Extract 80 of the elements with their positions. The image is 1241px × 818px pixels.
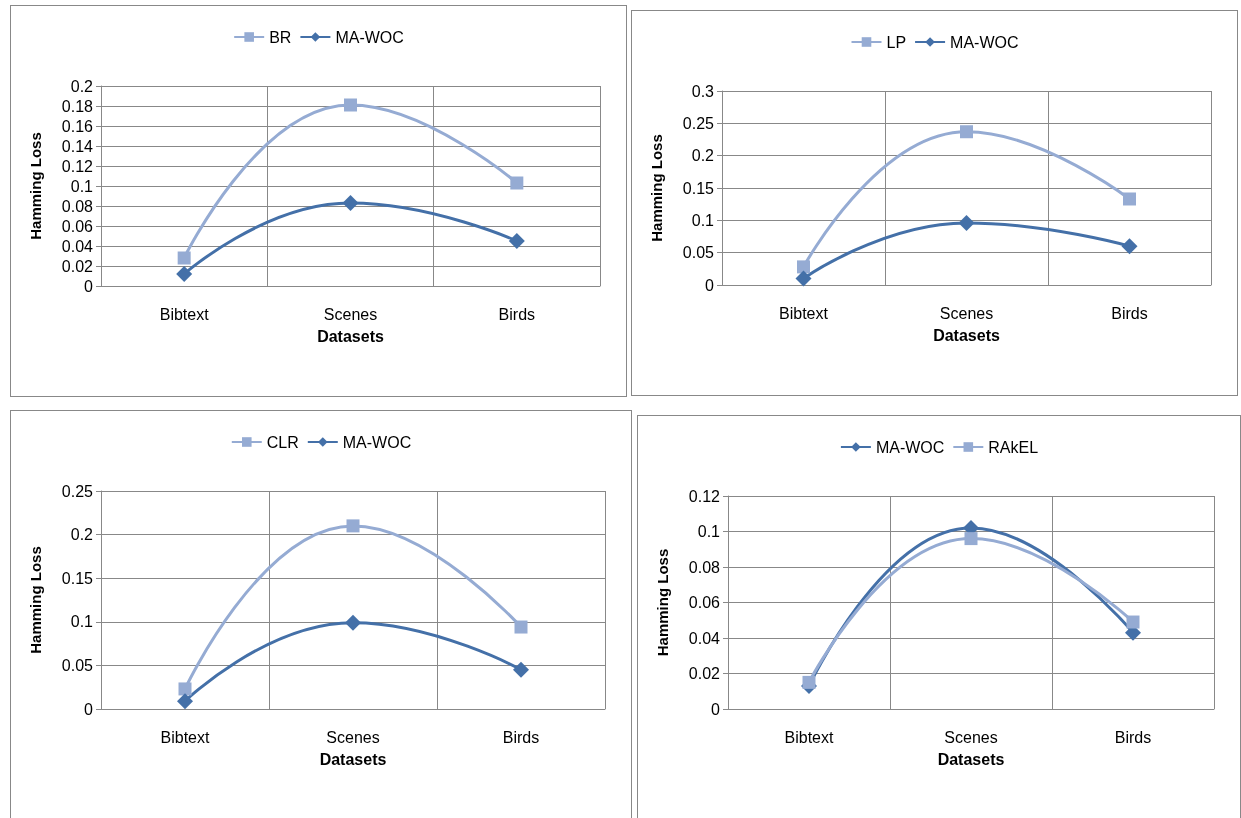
- legend-label: MA-WOC: [950, 33, 1019, 51]
- point: [178, 682, 192, 696]
- point: [514, 620, 528, 634]
- legend-label: MA-WOC: [335, 28, 404, 46]
- y-tick-label: 0.12: [61, 157, 94, 175]
- point: [964, 532, 978, 546]
- point: [795, 270, 812, 287]
- point: [342, 195, 359, 211]
- y-tick-label: 0.2: [70, 77, 94, 95]
- legend-label: CLR: [266, 433, 299, 451]
- y-tick-label: 0.02: [61, 257, 94, 275]
- y-tick-label: 0.05: [61, 656, 94, 674]
- x-tick-label: Birds: [1114, 728, 1152, 746]
- y-tick-label: 0.16: [61, 117, 94, 135]
- y-tick-label: 0.25: [682, 114, 715, 132]
- x-tick-label: Bibtext: [160, 728, 211, 746]
- legend-label: MA-WOC: [875, 438, 945, 456]
- point: [1121, 238, 1138, 255]
- x-tick-label: Scenes: [326, 728, 380, 746]
- point: [1123, 192, 1136, 206]
- point: [508, 233, 525, 249]
- legend-label: BR: [269, 28, 292, 46]
- y-axis-title: Hamming Loss: [27, 546, 44, 654]
- y-tick-label: 0.1: [70, 613, 94, 631]
- y-tick-label: 0.2: [691, 147, 715, 165]
- x-tick-label: Scenes: [944, 728, 998, 746]
- y-tick-label: 0.08: [688, 558, 721, 576]
- y-tick-label: 0.08: [61, 197, 94, 215]
- point: [513, 661, 529, 678]
- y-axis-title: Hamming Loss: [27, 132, 44, 240]
- y-tick-label: 0.04: [688, 629, 721, 647]
- point: [177, 693, 193, 710]
- y-tick-label: 0.06: [688, 594, 721, 611]
- y-tick-label: 0.1: [70, 177, 94, 195]
- x-axis-title: Datasets: [933, 326, 1000, 344]
- x-axis-title: Datasets: [937, 750, 1005, 768]
- point: [802, 675, 816, 689]
- y-tick-label: 0.15: [682, 179, 715, 197]
- point: [176, 266, 193, 282]
- x-tick-label: Birds: [498, 305, 536, 323]
- x-tick-label: Scenes: [939, 304, 994, 322]
- y-axis-title: Hamming Loss: [654, 548, 671, 657]
- y-tick-label: 0: [711, 700, 721, 718]
- y-tick-label: 0.2: [70, 526, 94, 544]
- y-tick-label: 0.18: [61, 97, 94, 115]
- legend-label: RAkEL: [988, 438, 1039, 456]
- x-tick-label: Bibtext: [779, 304, 829, 322]
- y-tick-label: 0: [84, 277, 94, 295]
- point: [958, 214, 975, 231]
- legend-label: LP: [886, 33, 907, 51]
- y-tick-label: 0.14: [61, 137, 94, 155]
- y-tick-label: 0.1: [691, 211, 715, 229]
- point: [1126, 615, 1140, 629]
- y-axis-title: Hamming Loss: [648, 134, 665, 242]
- y-tick-label: 0.02: [688, 665, 721, 682]
- point: [344, 98, 357, 112]
- y-tick-label: 0.12: [688, 487, 721, 505]
- point: [510, 176, 524, 190]
- y-tick-label: 0.3: [691, 82, 715, 100]
- point: [346, 519, 360, 533]
- x-tick-label: Bibtext: [159, 305, 210, 323]
- point: [177, 251, 191, 265]
- y-tick-label: 0.25: [61, 482, 94, 500]
- y-tick-label: 0.15: [61, 569, 94, 587]
- y-tick-label: 0: [705, 276, 715, 294]
- x-tick-label: Bibtext: [784, 728, 835, 746]
- x-tick-label: Birds: [502, 728, 540, 746]
- x-tick-label: Scenes: [323, 305, 378, 323]
- y-tick-label: 0.04: [61, 237, 94, 255]
- y-tick-label: 0: [84, 700, 94, 718]
- y-tick-label: 0.05: [682, 244, 715, 262]
- point: [797, 260, 810, 274]
- point: [345, 614, 361, 631]
- y-tick-label: 0.06: [61, 217, 94, 235]
- x-tick-label: Birds: [1111, 304, 1148, 322]
- x-axis-title: Datasets: [317, 327, 384, 345]
- legend-label: MA-WOC: [342, 433, 412, 451]
- y-tick-label: 0.1: [697, 523, 721, 540]
- point: [960, 125, 973, 139]
- x-axis-title: Datasets: [319, 750, 387, 768]
